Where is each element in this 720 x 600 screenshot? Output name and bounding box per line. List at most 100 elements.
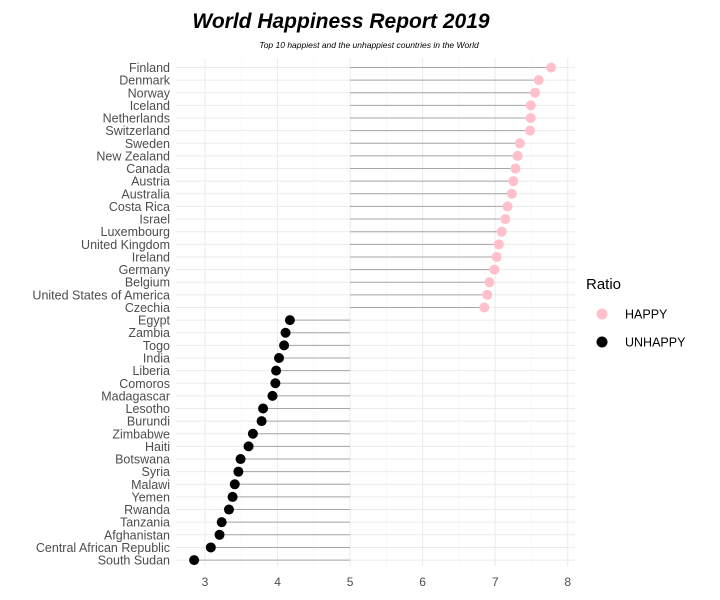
country-label: Switzerland <box>105 124 170 138</box>
data-point-unhappy <box>279 340 290 351</box>
data-point-happy <box>508 176 519 187</box>
country-label: Costa Rica <box>109 200 170 214</box>
data-point-happy <box>479 302 490 313</box>
data-point-unhappy <box>280 327 291 338</box>
x-tick-label: 8 <box>564 575 571 589</box>
data-point-unhappy <box>227 491 238 502</box>
data-point-unhappy <box>267 390 278 401</box>
data-point-unhappy <box>189 555 200 566</box>
data-point-happy <box>525 113 536 124</box>
x-tick-label: 6 <box>419 575 426 589</box>
chart-title: World Happiness Report 2019 <box>192 10 490 33</box>
data-point-happy <box>484 277 495 288</box>
data-point-unhappy <box>205 542 216 553</box>
data-point-unhappy <box>223 504 234 515</box>
legend-key-happy <box>596 308 608 320</box>
country-label: United States of America <box>32 288 170 302</box>
plot-grid <box>176 58 575 566</box>
country-label: Zambia <box>128 326 170 340</box>
country-label: Austria <box>131 175 170 189</box>
country-label: Iceland <box>130 99 170 113</box>
data-point-unhappy <box>247 428 258 439</box>
country-label: Burundi <box>127 415 170 429</box>
country-label: Botswana <box>115 453 170 467</box>
country-label: Czechia <box>125 301 170 315</box>
country-label: New Zealand <box>96 149 170 163</box>
data-point-happy <box>514 138 525 149</box>
legend-label: HAPPY <box>625 308 668 322</box>
country-label: Luxembourg <box>101 225 171 239</box>
data-point-happy <box>506 188 517 199</box>
country-label: Israel <box>139 213 170 227</box>
data-point-happy <box>491 251 502 262</box>
data-point-happy <box>525 125 536 136</box>
legend: Ratio HAPPY UNHAPPY <box>586 276 686 350</box>
country-label: Afghanistan <box>104 528 170 542</box>
data-point-unhappy <box>270 378 281 389</box>
legend-label: UNHAPPY <box>625 336 686 350</box>
data-point-unhappy <box>243 441 254 452</box>
country-label: Madagascar <box>101 389 170 403</box>
x-tick-label: 4 <box>274 575 281 589</box>
data-point-unhappy <box>284 315 295 326</box>
legend-title: Ratio <box>586 276 621 293</box>
country-label: Norway <box>128 86 171 100</box>
data-point-unhappy <box>258 403 269 414</box>
country-label: Denmark <box>119 74 170 88</box>
country-label: South Sudan <box>98 554 170 568</box>
country-label: Liberia <box>132 364 170 378</box>
country-label: Togo <box>143 339 170 353</box>
country-label: Egypt <box>138 314 170 328</box>
country-label: Rwanda <box>124 503 170 517</box>
data-point-happy <box>546 62 557 73</box>
country-label: Tanzania <box>120 516 170 530</box>
data-point-happy <box>525 100 536 111</box>
country-label: Finland <box>129 61 170 75</box>
data-point-happy <box>533 75 544 86</box>
data-point-happy <box>496 226 507 237</box>
data-point-unhappy <box>235 454 246 465</box>
data-point-unhappy <box>216 517 227 528</box>
data-point-happy <box>502 201 513 212</box>
data-point-happy <box>530 87 541 98</box>
country-label: Australia <box>121 187 170 201</box>
data-point-unhappy <box>214 529 225 540</box>
data-point-unhappy <box>233 466 244 477</box>
country-label: Haiti <box>145 440 170 454</box>
country-label: Central African Republic <box>36 541 170 555</box>
data-point-happy <box>500 214 511 225</box>
country-label: Germany <box>119 263 171 277</box>
data-point-happy <box>512 150 523 161</box>
data-point-unhappy <box>274 352 285 363</box>
country-label: United Kingdom <box>81 238 170 252</box>
data-point-happy <box>510 163 521 174</box>
y-axis-labels: FinlandDenmarkNorwayIcelandNetherlandsSw… <box>32 61 170 568</box>
country-label: India <box>143 351 170 365</box>
data-points <box>189 62 557 566</box>
country-label: Netherlands <box>103 112 170 126</box>
legend-key-unhappy <box>596 336 608 348</box>
country-label: Lesotho <box>126 402 171 416</box>
data-point-unhappy <box>229 479 240 490</box>
data-point-unhappy <box>271 365 282 376</box>
country-label: Syria <box>142 465 171 479</box>
lollipop-stems <box>194 67 552 561</box>
country-label: Sweden <box>125 137 170 151</box>
x-tick-label: 3 <box>202 575 209 589</box>
country-label: Zimbabwe <box>112 427 170 441</box>
country-label: Ireland <box>132 250 170 264</box>
country-label: Canada <box>126 162 170 176</box>
x-axis-ticks: 3 4 5 6 7 8 <box>202 575 572 589</box>
x-tick-label: 5 <box>347 575 354 589</box>
data-point-happy <box>482 289 493 300</box>
country-label: Malawi <box>131 478 170 492</box>
chart-subtitle: Top 10 happiest and the unhappiest count… <box>259 40 479 50</box>
x-tick-label: 7 <box>492 575 499 589</box>
country-label: Yemen <box>132 490 171 504</box>
country-label: Comoros <box>119 377 170 391</box>
country-label: Belgium <box>125 276 170 290</box>
data-point-happy <box>493 239 504 250</box>
data-point-unhappy <box>256 416 267 427</box>
data-point-happy <box>489 264 500 275</box>
